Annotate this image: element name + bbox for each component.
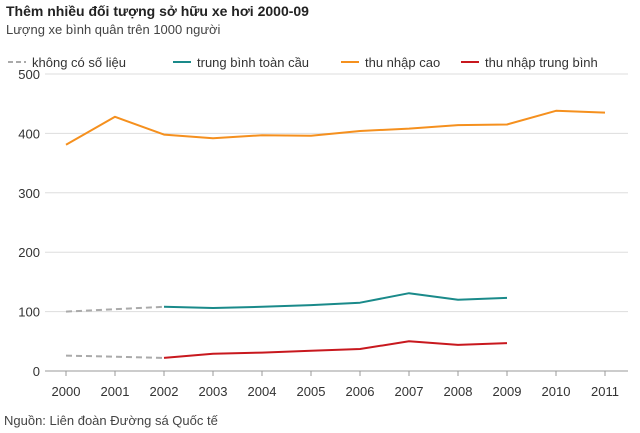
series-line-1	[65, 354, 165, 359]
y-tick-label: 400	[18, 126, 40, 141]
x-axis-ticks: 2000 2001 2002 2003 2004 2005 2006 2007 2008 2009…	[52, 371, 619, 399]
chart-title: Thêm nhiều đối tượng sở hữu xe hơi 2000-…	[6, 3, 309, 19]
y-axis-ticks: 0 100 200 300 400 500	[18, 67, 40, 379]
x-tick-label: 2009	[493, 384, 522, 399]
legend-label: thu nhập trung bình	[485, 55, 598, 70]
series-line-0	[65, 305, 165, 313]
legend: không có số liệu trung bình toàn cầu thu n…	[8, 55, 598, 70]
y-tick-label: 500	[18, 67, 40, 82]
x-tick-label: 2000	[52, 384, 81, 399]
gridlines	[45, 73, 628, 372]
y-tick-label: 100	[18, 305, 40, 320]
legend-label: trung bình toàn cầu	[197, 55, 309, 70]
series-lines	[65, 109, 606, 359]
legend-label: không có số liệu	[32, 55, 126, 70]
y-tick-label: 200	[18, 245, 40, 260]
y-tick-label: 0	[33, 364, 40, 379]
x-tick-label: 2006	[346, 384, 375, 399]
legend-label: thu nhập cao	[365, 55, 440, 70]
y-tick-label: 300	[18, 186, 40, 201]
x-tick-label: 2001	[101, 384, 130, 399]
series-line-4	[163, 340, 508, 359]
chart-subtitle: Lượng xe bình quân trên 1000 người	[6, 22, 221, 37]
x-tick-label: 2011	[591, 384, 619, 399]
x-tick-label: 2004	[248, 384, 277, 399]
x-tick-label: 2002	[150, 384, 179, 399]
series-line-3	[65, 109, 606, 146]
series-line-2	[163, 292, 508, 309]
x-tick-label: 2005	[297, 384, 326, 399]
x-tick-label: 2008	[444, 384, 473, 399]
x-tick-label: 2010	[542, 384, 571, 399]
x-tick-label: 2007	[395, 384, 424, 399]
x-tick-label: 2003	[199, 384, 228, 399]
source-note: Nguồn: Liên đoàn Đường sá Quốc tế	[4, 413, 218, 428]
